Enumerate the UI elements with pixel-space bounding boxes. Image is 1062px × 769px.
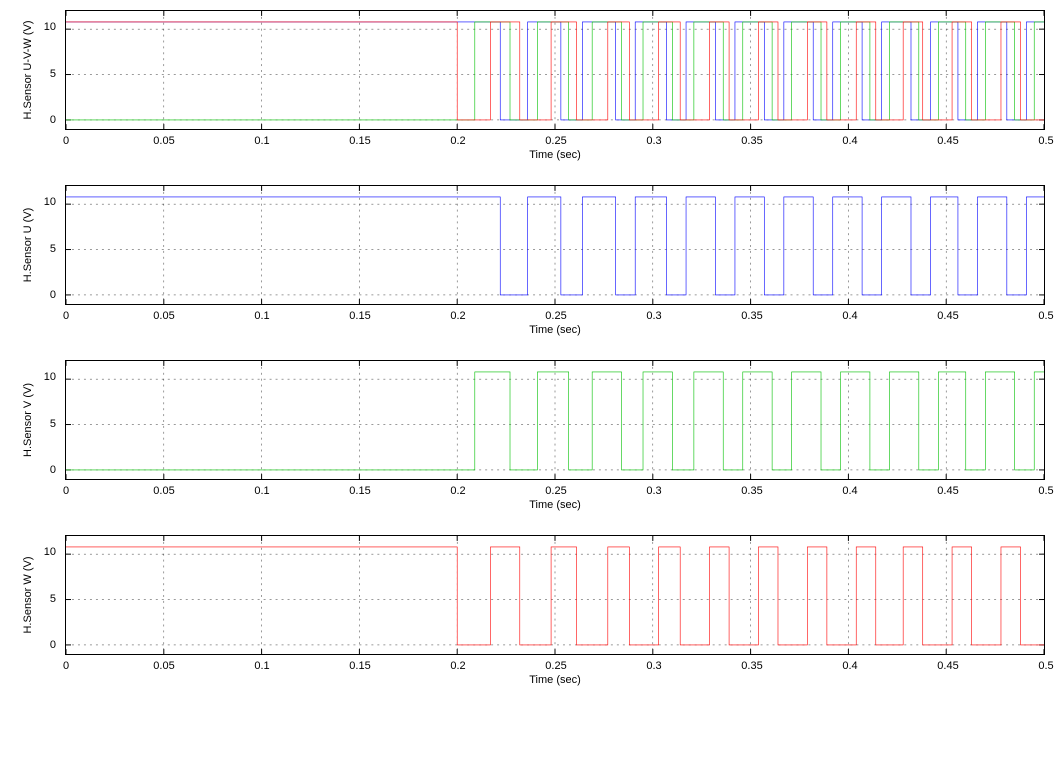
x-tick-label: 0.45 — [937, 660, 958, 672]
subplot-U: H.Sensor U (V)Time (sec)00.050.10.150.20… — [65, 185, 1045, 305]
y-tick-label: 0 — [50, 464, 56, 476]
x-tick-label: 0.5 — [1038, 485, 1053, 497]
x-tick-label: 0.4 — [842, 485, 857, 497]
x-axis-label: Time (sec) — [529, 149, 581, 161]
x-tick-label: 0.3 — [646, 310, 661, 322]
x-tick-label: 0.5 — [1038, 135, 1053, 147]
x-tick-label: 0.25 — [545, 135, 566, 147]
x-tick-label: 0 — [63, 485, 69, 497]
y-tick-label: 0 — [50, 639, 56, 651]
x-tick-label: 0 — [63, 660, 69, 672]
y-tick-label: 10 — [44, 371, 56, 383]
x-axis-label: Time (sec) — [529, 674, 581, 686]
x-tick-label: 0.25 — [545, 660, 566, 672]
y-tick-label: 10 — [44, 196, 56, 208]
x-tick-label: 0.15 — [349, 485, 370, 497]
subplot-W: H.Sensor W (V)Time (sec)00.050.10.150.20… — [65, 535, 1045, 655]
x-tick-label: 0.15 — [349, 310, 370, 322]
x-tick-label: 0.25 — [545, 485, 566, 497]
x-tick-label: 0.35 — [741, 135, 762, 147]
y-axis-label: H.Sensor U (V) — [22, 208, 34, 283]
x-tick-label: 0.05 — [153, 660, 174, 672]
plot-svg — [66, 11, 1044, 129]
x-tick-label: 0.35 — [741, 310, 762, 322]
x-tick-label: 0 — [63, 135, 69, 147]
x-tick-label: 0.1 — [254, 485, 269, 497]
x-tick-label: 0.35 — [741, 485, 762, 497]
plot-svg — [66, 361, 1044, 479]
y-axis-label: H.Sensor U-V-W (V) — [22, 20, 34, 119]
plot-area: H.Sensor U (V)Time (sec)00.050.10.150.20… — [65, 185, 1045, 305]
x-tick-label: 0 — [63, 310, 69, 322]
y-tick-label: 0 — [50, 289, 56, 301]
x-tick-label: 0.3 — [646, 135, 661, 147]
x-tick-label: 0.25 — [545, 310, 566, 322]
plot-area: H.Sensor W (V)Time (sec)00.050.10.150.20… — [65, 535, 1045, 655]
x-tick-label: 0.05 — [153, 135, 174, 147]
y-tick-label: 0 — [50, 114, 56, 126]
plot-svg — [66, 536, 1044, 654]
chart-container: H.Sensor U-V-W (V)Time (sec)00.050.10.15… — [10, 10, 1052, 655]
x-tick-label: 0.1 — [254, 660, 269, 672]
plot-area: H.Sensor U-V-W (V)Time (sec)00.050.10.15… — [65, 10, 1045, 130]
x-tick-label: 0.3 — [646, 485, 661, 497]
x-tick-label: 0.2 — [450, 135, 465, 147]
y-tick-label: 10 — [44, 546, 56, 558]
x-tick-label: 0.45 — [937, 135, 958, 147]
x-tick-label: 0.2 — [450, 660, 465, 672]
subplot-V: H.Sensor V (V)Time (sec)00.050.10.150.20… — [65, 360, 1045, 480]
y-tick-label: 5 — [50, 418, 56, 430]
y-axis-label: H.Sensor V (V) — [22, 383, 34, 457]
plot-area: H.Sensor V (V)Time (sec)00.050.10.150.20… — [65, 360, 1045, 480]
x-tick-label: 0.2 — [450, 485, 465, 497]
x-tick-label: 0.5 — [1038, 310, 1053, 322]
x-tick-label: 0.4 — [842, 135, 857, 147]
x-tick-label: 0.4 — [842, 310, 857, 322]
y-axis-label: H.Sensor W (V) — [22, 556, 34, 633]
x-tick-label: 0.3 — [646, 660, 661, 672]
subplot-combined: H.Sensor U-V-W (V)Time (sec)00.050.10.15… — [65, 10, 1045, 130]
y-tick-label: 5 — [50, 593, 56, 605]
y-tick-label: 5 — [50, 243, 56, 255]
x-tick-label: 0.2 — [450, 310, 465, 322]
x-tick-label: 0.05 — [153, 485, 174, 497]
plot-svg — [66, 186, 1044, 304]
x-tick-label: 0.05 — [153, 310, 174, 322]
x-tick-label: 0.35 — [741, 660, 762, 672]
x-tick-label: 0.45 — [937, 310, 958, 322]
y-tick-label: 10 — [44, 21, 56, 33]
x-axis-label: Time (sec) — [529, 499, 581, 511]
x-tick-label: 0.1 — [254, 310, 269, 322]
y-tick-label: 5 — [50, 68, 56, 80]
x-tick-label: 0.5 — [1038, 660, 1053, 672]
x-tick-label: 0.45 — [937, 485, 958, 497]
x-tick-label: 0.4 — [842, 660, 857, 672]
x-axis-label: Time (sec) — [529, 324, 581, 336]
x-tick-label: 0.15 — [349, 135, 370, 147]
x-tick-label: 0.15 — [349, 660, 370, 672]
x-tick-label: 0.1 — [254, 135, 269, 147]
